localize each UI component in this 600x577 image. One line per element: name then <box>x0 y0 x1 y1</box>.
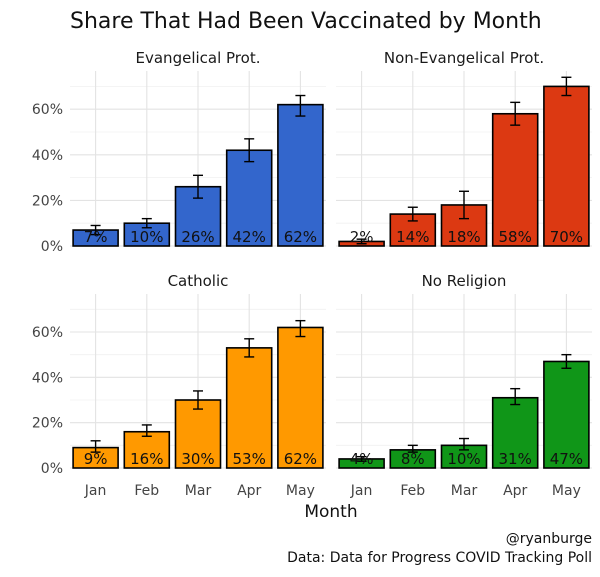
y-tick-label: 0% <box>41 239 63 255</box>
y-tick-label: 40% <box>32 148 63 164</box>
bar-feb <box>123 430 171 469</box>
y-tick-label: 20% <box>32 416 63 432</box>
x-tick-label: May <box>286 483 315 499</box>
x-tick-label: Apr <box>237 483 261 499</box>
facet-strip-title: Non-Evangelical Prot. <box>384 49 544 67</box>
facet-no-religion: No Religion 4% 8% 10% 31% 47% Jan Feb Mar Apr May <box>336 272 592 499</box>
x-tick-label: Mar <box>185 483 212 499</box>
data-label: 14% <box>396 228 429 246</box>
y-tick-label: 20% <box>32 193 63 209</box>
data-label: 62% <box>284 228 317 246</box>
data-label: 58% <box>499 228 532 246</box>
x-tick-label: May <box>552 483 581 499</box>
bar-may <box>543 85 590 247</box>
data-label: 2% <box>350 228 374 246</box>
facet-strip-title: No Religion <box>422 272 507 290</box>
data-label: 8% <box>401 450 425 468</box>
credit-source: Data: Data for Progress COVID Tracking P… <box>287 550 592 566</box>
facet-strip-title: Catholic <box>168 272 229 290</box>
data-label: 16% <box>130 450 163 468</box>
y-tick-label: 60% <box>32 325 63 341</box>
credit-handle: @ryanburge <box>506 531 592 547</box>
facet-evangelical-prot: Evangelical Prot. 0% 20% 40% 60% 7% 10% 26% 42% 6… <box>32 49 326 255</box>
x-tick-label: Feb <box>134 483 159 499</box>
data-label: 9% <box>84 450 108 468</box>
data-label: 47% <box>550 450 583 468</box>
bar-apr <box>491 112 539 247</box>
bar-mar <box>174 399 222 469</box>
bar-may <box>277 103 324 247</box>
data-label: 70% <box>550 228 583 246</box>
data-label: 42% <box>233 228 266 246</box>
facet-strip-title: Evangelical Prot. <box>136 49 261 67</box>
bar-may <box>543 360 590 469</box>
x-tick-label: Feb <box>400 483 425 499</box>
x-tick-label: Jan <box>84 483 107 499</box>
bar-apr <box>225 149 273 247</box>
x-tick-label: Apr <box>503 483 527 499</box>
bar-may <box>277 326 324 469</box>
data-label: 53% <box>233 450 266 468</box>
x-tick-label: Mar <box>451 483 478 499</box>
data-label: 4% <box>350 450 374 468</box>
data-label: 31% <box>499 450 532 468</box>
y-tick-label: 40% <box>32 370 63 386</box>
data-label: 10% <box>130 228 163 246</box>
y-tick-label: 60% <box>32 102 63 118</box>
bar-apr <box>225 347 273 469</box>
data-label: 26% <box>181 228 214 246</box>
x-tick-label: Jan <box>350 483 373 499</box>
data-label: 18% <box>447 228 480 246</box>
data-label: 30% <box>181 450 214 468</box>
facet-non-evangelical-prot: Non-Evangelical Prot. 2% 14% 18% 58% 70% <box>336 49 592 247</box>
x-axis-label: Month <box>304 502 357 522</box>
data-label: 10% <box>447 450 480 468</box>
data-label: 7% <box>84 228 108 246</box>
facet-catholic: Catholic 0% 20% 40% 60% 9% 16% 30% 53% 62% Jan Feb M… <box>32 272 326 499</box>
data-label: 62% <box>284 450 317 468</box>
facet-panels: Evangelical Prot. 0% 20% 40% 60% 7% 10% 26% 42% 6… <box>32 49 592 499</box>
y-tick-label: 0% <box>41 461 63 477</box>
chart-title: Share That Had Been Vaccinated by Month <box>70 9 542 34</box>
